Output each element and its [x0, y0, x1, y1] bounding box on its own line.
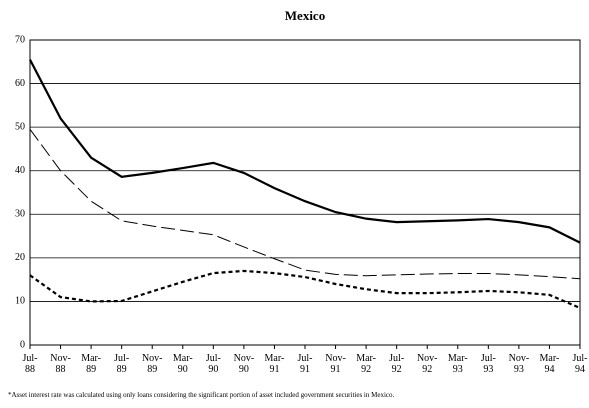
x-tick-label: Mar-91: [264, 353, 285, 375]
x-tick-label: Jul-93: [480, 353, 496, 375]
x-tick-label: Jul-88: [22, 353, 38, 375]
x-tick-label: Mar-94: [539, 353, 560, 375]
x-tick-label: Nov-88: [50, 353, 71, 375]
y-tick-label: 20: [15, 252, 25, 263]
x-tick-label: Jul-89: [114, 353, 130, 375]
y-tick-label: 70: [15, 34, 25, 45]
x-tick-label: Mar-90: [172, 353, 193, 375]
footnote: *Asset interest rate was calculated usin…: [8, 391, 395, 399]
y-tick-label: 40: [15, 165, 25, 176]
x-tick-label: Nov-89: [141, 353, 163, 375]
x-tick-label: Mar-92: [356, 353, 376, 375]
y-tick-label: 0: [20, 339, 25, 350]
y-tick-label: 10: [15, 296, 25, 307]
chart-title: Mexico: [285, 8, 325, 23]
x-tick-label: Nov-90: [233, 353, 255, 375]
series-line: [29, 59, 581, 244]
x-tick-label: Nov-93: [508, 353, 530, 375]
x-tick-label: Jul-94: [572, 353, 588, 375]
x-tick-label: Jul-90: [205, 353, 221, 375]
x-tick-label: Mar-89: [81, 353, 101, 375]
x-tick-label: Mar-93: [447, 353, 468, 375]
x-tick-label: Jul-91: [297, 353, 313, 375]
y-tick-label: 30: [15, 209, 25, 220]
series-line: [29, 129, 581, 280]
plot-frame: [29, 39, 581, 346]
y-tick-label: 60: [15, 78, 25, 89]
x-tick-label: Jul-92: [389, 353, 405, 375]
x-tick-label: Nov-92: [416, 353, 438, 375]
series-line: [29, 269, 581, 309]
x-tick-label: Nov-91: [325, 353, 346, 375]
y-tick-label: 50: [15, 121, 25, 132]
